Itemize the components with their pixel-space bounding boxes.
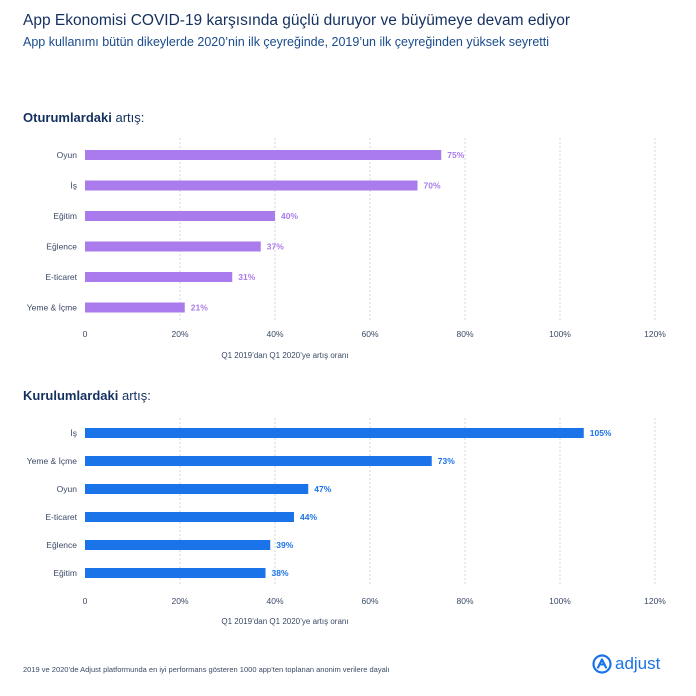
- installs-category-label: İş: [70, 428, 77, 438]
- sessions-section-label: Oturumlardaki artış:: [23, 110, 144, 125]
- installs-category-label: Eğlence: [46, 540, 77, 550]
- sessions-category-label: E-ticaret: [45, 272, 77, 282]
- installs-bar: [85, 456, 432, 466]
- sessions-x-tick-label: 100%: [549, 329, 571, 339]
- adjust-logo-text: adjust: [615, 654, 661, 673]
- sessions-x-tick-label: 40%: [266, 329, 283, 339]
- sessions-x-tick-label: 20%: [171, 329, 188, 339]
- installs-x-tick-label: 80%: [456, 596, 473, 606]
- sessions-x-tick-label: 60%: [361, 329, 378, 339]
- installs-category-label: Oyun: [57, 484, 78, 494]
- sessions-bar-chart: 0 20% 40% 60% 80% 100% 120% Q1 2019’dan Q1 2020…: [27, 138, 666, 360]
- sessions-value-label: 70%: [424, 181, 441, 191]
- installs-value-label: 105%: [590, 428, 612, 438]
- installs-value-label: 44%: [300, 512, 317, 522]
- installs-value-label: 38%: [272, 568, 289, 578]
- sessions-label-rest: artış:: [111, 110, 145, 125]
- sessions-category-label: Eğlence: [46, 242, 77, 252]
- sessions-value-label: 40%: [281, 211, 298, 221]
- installs-x-tick-label: 40%: [266, 596, 283, 606]
- sessions-value-label: 37%: [267, 242, 284, 252]
- sessions-x-tick-label: 0: [83, 329, 88, 339]
- installs-x-tick-label: 120%: [644, 596, 666, 606]
- sessions-value-label: 31%: [238, 272, 255, 282]
- sessions-x-tick-label: 80%: [456, 329, 473, 339]
- sessions-x-axis-title: Q1 2019’dan Q1 2020’ye artış oranı: [221, 351, 348, 360]
- sessions-bar: [85, 272, 233, 282]
- installs-x-axis-title: Q1 2019’dan Q1 2020’ye artış oranı: [221, 617, 348, 626]
- sessions-value-label: 21%: [191, 303, 208, 313]
- installs-x-tick-label: 60%: [361, 596, 378, 606]
- installs-value-label: 39%: [276, 540, 293, 550]
- installs-label-rest: artış:: [118, 388, 151, 403]
- installs-category-label: Eğitim: [53, 568, 77, 578]
- page-title: App Ekonomisi COVID-19 karşısında güçlü …: [23, 12, 571, 29]
- installs-bar-chart: 0 20% 40% 60% 80% 100% 120% Q1 2019’dan Q1 2020…: [27, 418, 666, 626]
- installs-bar: [85, 512, 294, 522]
- installs-label-bold: Kurulumlardaki: [23, 388, 119, 403]
- installs-x-tick-label: 0: [83, 596, 88, 606]
- sessions-x-tick-label: 120%: [644, 329, 666, 339]
- installs-bar: [85, 540, 271, 550]
- sessions-bar: [85, 180, 418, 191]
- sessions-category-label: İş: [70, 181, 77, 191]
- sessions-bar: [85, 241, 261, 252]
- sessions-value-label: 75%: [447, 150, 464, 160]
- installs-value-label: 47%: [314, 484, 331, 494]
- sessions-bar: [85, 150, 442, 160]
- installs-bar: [85, 484, 309, 494]
- installs-bar: [85, 428, 584, 438]
- installs-category-label: Yeme & İçme: [27, 456, 78, 466]
- installs-x-tick-label: 20%: [171, 596, 188, 606]
- sessions-label-bold: Oturumlardaki: [23, 110, 112, 125]
- sessions-category-label: Eğitim: [53, 211, 77, 221]
- installs-category-label: E-ticaret: [45, 512, 77, 522]
- sessions-category-label: Oyun: [57, 150, 78, 160]
- page-subtitle: App kullanımı bütün dikeylerde 2020’nin …: [23, 35, 550, 49]
- adjust-logo-icon: [592, 654, 612, 674]
- installs-x-tick-label: 100%: [549, 596, 571, 606]
- sessions-bar: [85, 302, 185, 313]
- adjust-logo: adjust: [592, 654, 660, 674]
- installs-value-label: 73%: [438, 456, 455, 466]
- sessions-bar: [85, 211, 275, 221]
- sessions-category-label: Yeme & İçme: [27, 303, 78, 313]
- installs-bar: [85, 568, 266, 578]
- installs-section-label: Kurulumlardaki artış:: [23, 388, 151, 403]
- footer-note: 2019 ve 2020’de Adjust platformunda en i…: [23, 665, 390, 674]
